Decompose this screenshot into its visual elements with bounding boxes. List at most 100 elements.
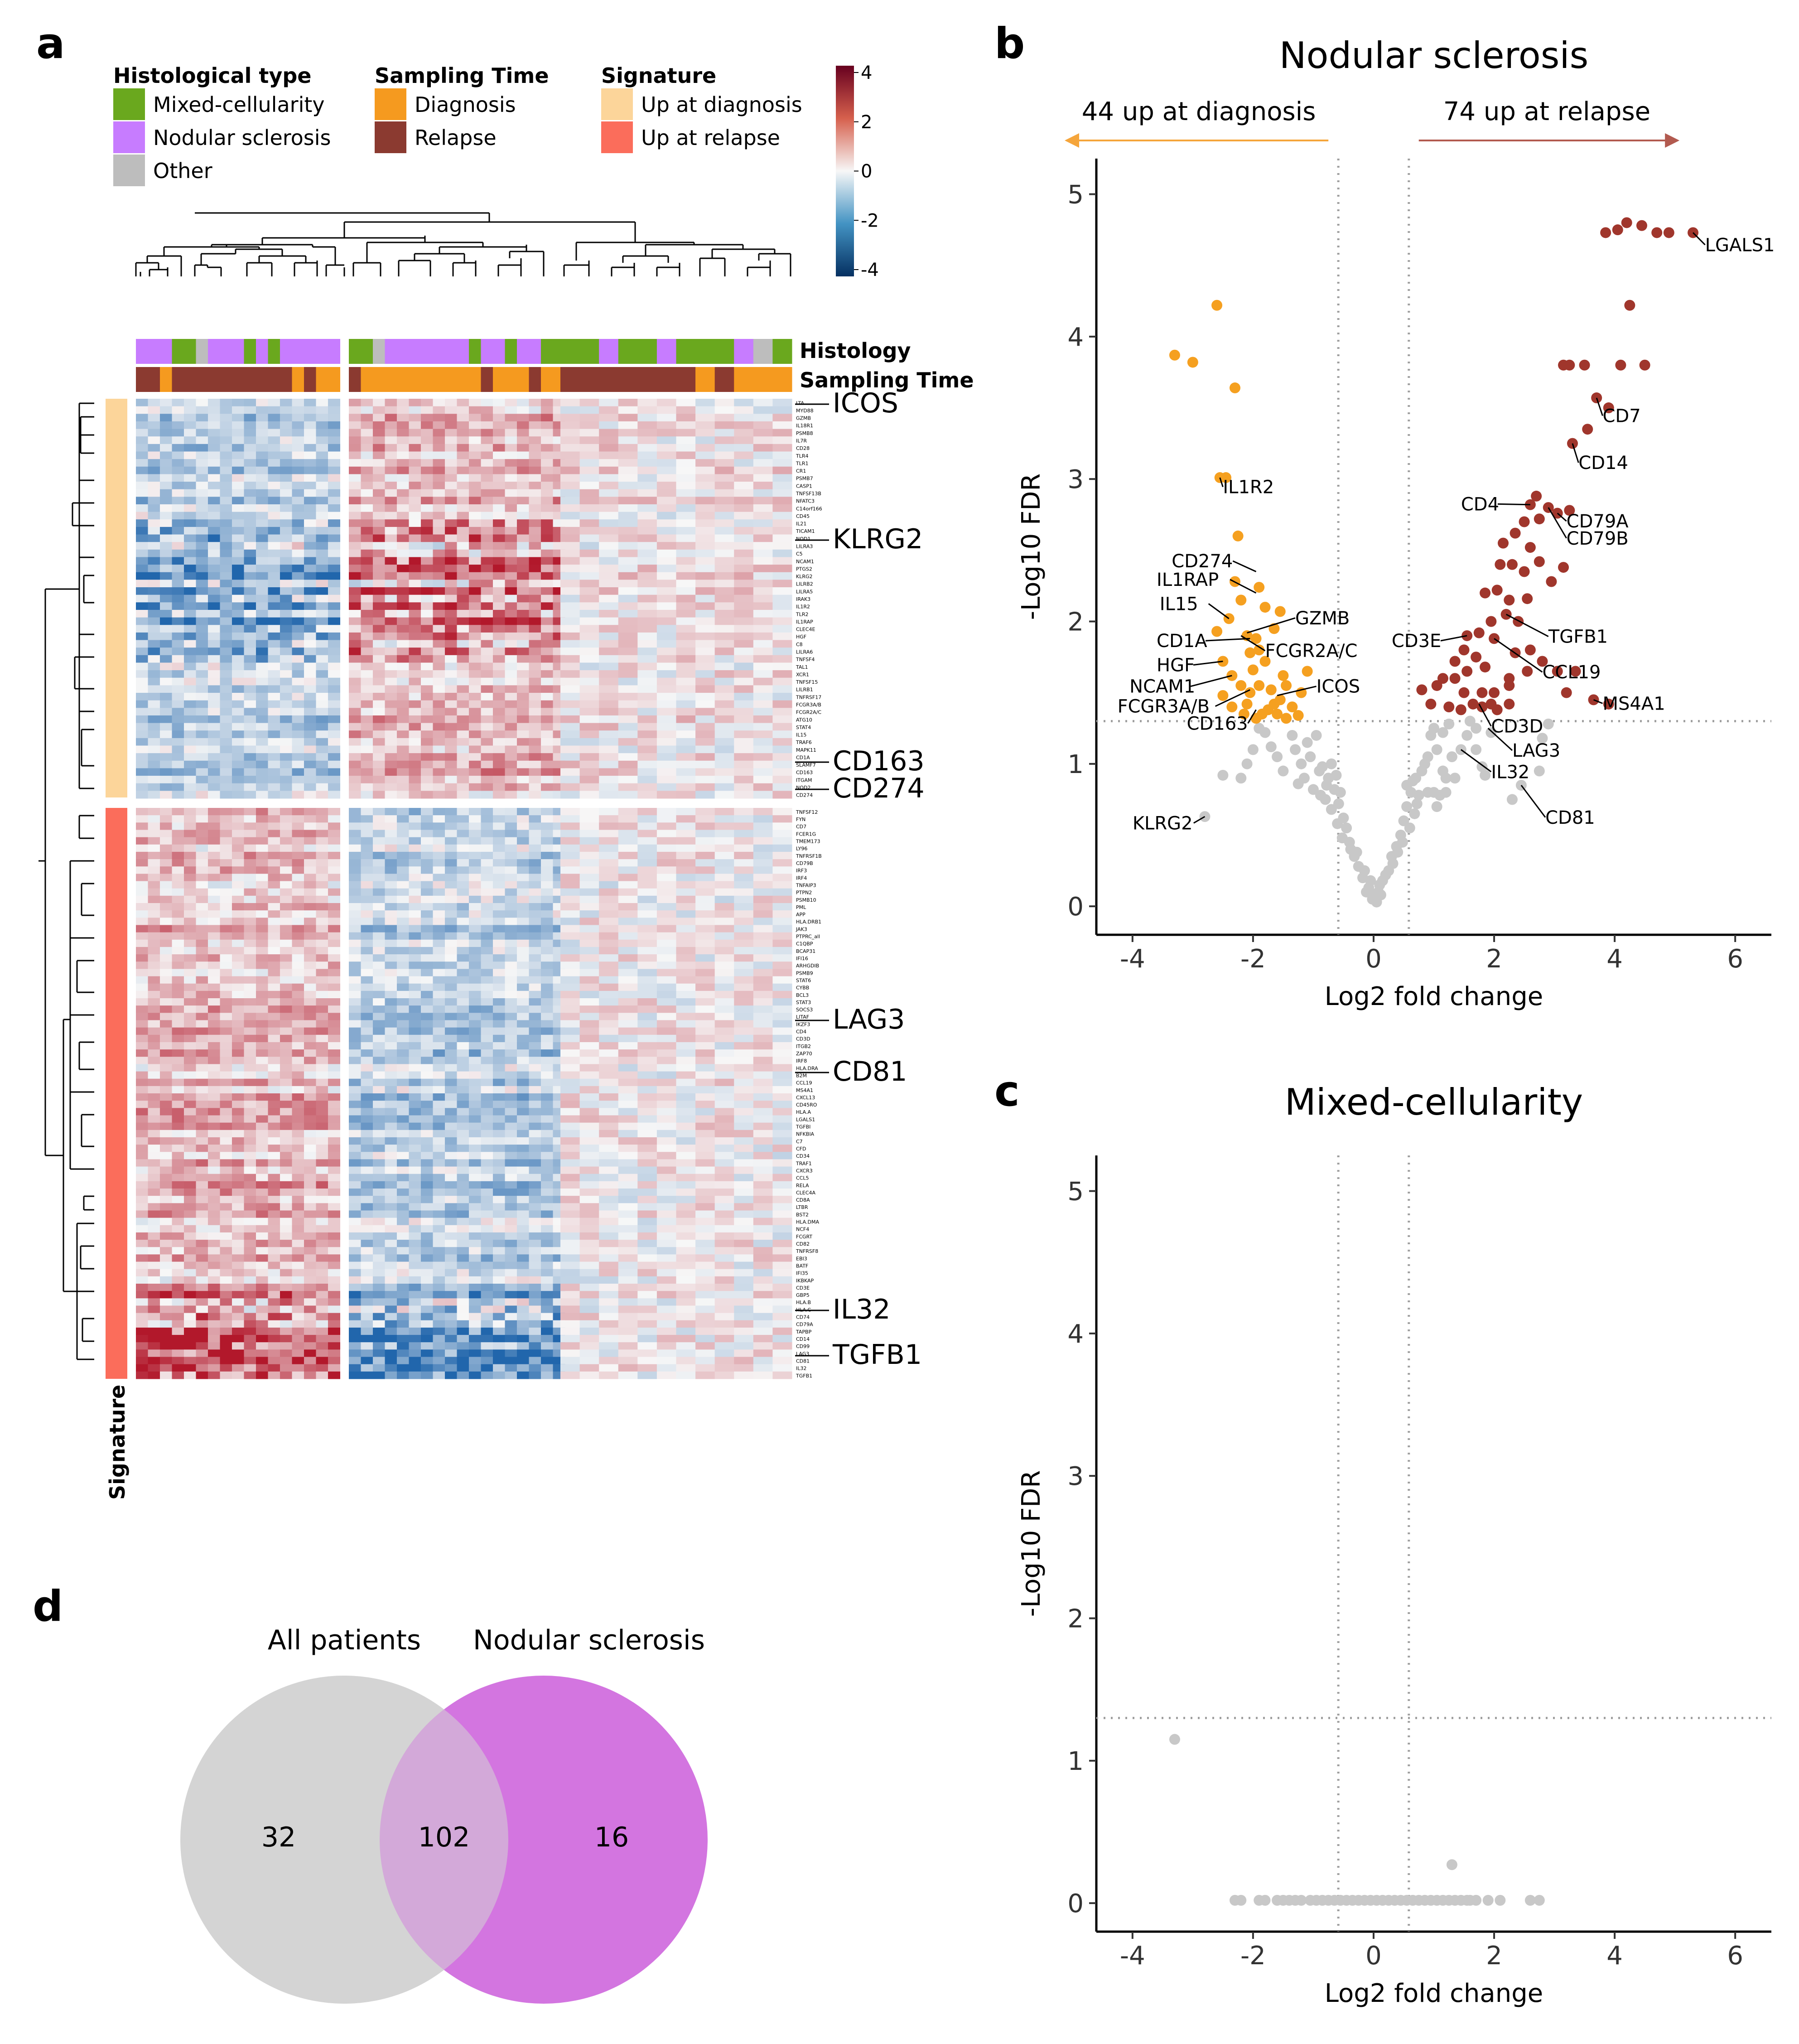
heatmap-cell [445,1057,457,1064]
heatmap-cell [409,444,421,452]
heatmap-cell [714,1093,734,1101]
heatmap-cell [349,1086,361,1094]
heatmap-cell [637,1005,657,1013]
heatmap-cell [196,947,208,955]
heatmap-cell [328,482,340,490]
heatmap-cell [304,436,316,445]
heatmap-cell [172,693,184,701]
heatmap-cell [256,444,268,452]
heatmap-cell [445,406,457,414]
heatmap-cell [695,998,715,1006]
heatmap-cell [208,939,220,947]
heatmap-cell [714,730,734,739]
heatmap-cell [160,708,172,716]
heatmap-cell [232,738,244,746]
heatmap-cell [772,888,792,896]
heatmap-cell [656,815,676,823]
heatmap-cell [409,983,421,991]
heatmap-cell [328,685,340,693]
heatmap-cell [256,670,268,678]
heatmap-cell [599,932,619,940]
heatmap-cell [676,969,696,977]
heatmap-cell [445,549,457,557]
heatmap-cell [316,1057,328,1064]
heatmap-cell [560,708,580,716]
heatmap-cell [599,983,619,991]
heatmap-cell [599,1078,619,1087]
heatmap-cell [409,399,421,407]
heatmap-cell [292,925,304,933]
heatmap-cell [268,844,280,852]
heatmap-cell [196,998,208,1006]
heatmap-cell [676,648,696,656]
heatmap-cell [232,587,244,595]
heatmap-cell [196,662,208,671]
heatmap-cell [560,459,580,467]
heatmap-cell [676,1086,696,1094]
heatmap-cell [316,745,328,754]
heatmap-cell [184,918,196,925]
sampling-track-cell [695,367,715,392]
heatmap-cell [172,1034,184,1043]
heatmap-cell [316,1101,328,1108]
heatmap-cell [517,617,529,625]
heatmap-cell [328,1122,340,1131]
heatmap-cell [469,947,481,955]
heatmap-cell [734,760,754,768]
heatmap-cell [148,557,160,565]
heatmap-cell [397,625,409,633]
heatmap-cell [244,406,256,414]
heatmap-cell [361,830,373,838]
heatmap-cell [493,474,505,482]
heatmap-cell [136,1115,148,1123]
heatmap-cell [373,474,385,482]
heatmap-cell [292,1108,304,1116]
heatmap-cell [244,874,256,882]
heatmap-cell [361,429,373,437]
sampling-track-cell [753,367,773,392]
heatmap-cell [656,1137,676,1145]
heatmap-cell [220,1137,232,1145]
heatmap-cell [637,874,657,882]
heatmap-cell [244,918,256,925]
heatmap-cell [493,587,505,595]
heatmap-cell [560,791,580,799]
heatmap-cell [397,572,409,580]
heatmap-cell [734,1071,754,1079]
heatmap-cell [280,482,292,490]
heatmap-cell [232,504,244,512]
heatmap-cell [541,1122,553,1131]
heatmap-cell [618,983,638,991]
heatmap-cell [220,572,232,580]
heatmap-cell [579,888,599,896]
heatmap-cell [772,1078,792,1087]
heatmap-cell [373,776,385,784]
heatmap-cell [493,497,505,505]
heatmap-cell [676,1005,696,1013]
heatmap-cell [172,542,184,550]
heatmap-cell [292,1013,304,1020]
histology-track-cell [560,339,580,364]
heatmap-cell [529,903,541,911]
heatmap-cell [676,1115,696,1123]
legend-swatch [375,121,406,153]
heatmap-cell [292,489,304,497]
heatmap-cell [232,998,244,1006]
heatmap-cell [734,776,754,784]
heatmap-cell [457,932,469,940]
heatmap-cell [493,1108,505,1116]
heatmap-cell [734,768,754,776]
heatmap-cell [676,753,696,761]
heatmap-cell [618,542,638,550]
heatmap-cell [292,866,304,874]
heatmap-cell [397,489,409,497]
heatmap-cell [268,1137,280,1145]
heatmap-cell [268,1101,280,1108]
heatmap-cell [136,881,148,889]
heatmap-cell [409,881,421,889]
heatmap-cell [579,738,599,746]
heatmap-cell [196,414,208,422]
heatmap-cell [292,1093,304,1101]
heatmap-cell [268,406,280,414]
heatmap-cell [136,421,148,430]
